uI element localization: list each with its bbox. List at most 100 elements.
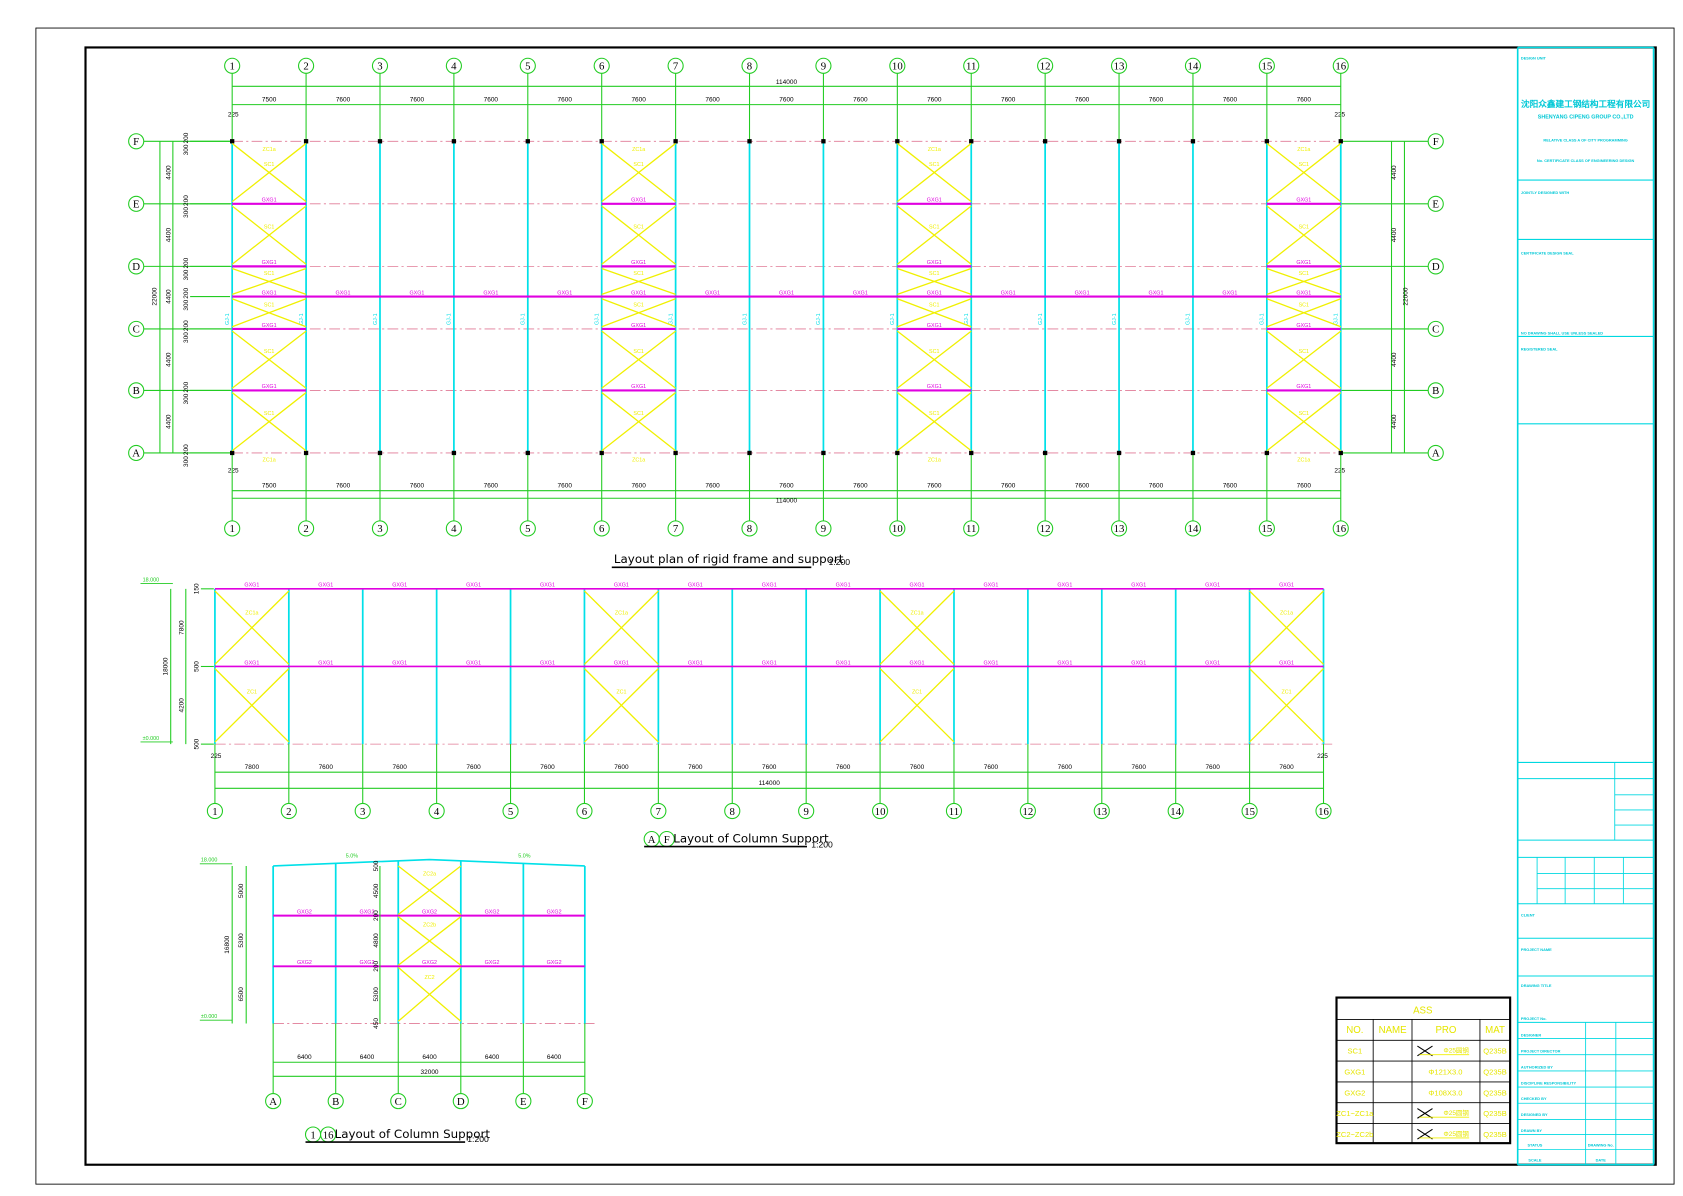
tie-label: GXG1 <box>483 290 498 296</box>
bay-dim: 7600 <box>410 96 425 103</box>
axis-label: 3 <box>377 523 382 535</box>
axis-label: A <box>269 1096 277 1108</box>
bay-dim: 7600 <box>762 764 777 771</box>
bay-dim: 7600 <box>779 482 794 489</box>
brace-line <box>896 142 972 203</box>
small-dim: 300 <box>183 332 190 343</box>
axis-bubble <box>519 57 536 74</box>
bay-dim: 6400 <box>485 1054 500 1061</box>
column-base <box>821 139 826 144</box>
axis-label: 6 <box>582 806 588 818</box>
brace-line <box>896 330 972 389</box>
axis-label: 10 <box>875 806 886 818</box>
bay-dim: 7600 <box>984 764 999 771</box>
small-dim: 200 <box>183 444 190 455</box>
table-header: MAT <box>1485 1025 1505 1036</box>
brace-label: SC1 <box>929 271 939 277</box>
axis-label: 15 <box>1261 61 1272 73</box>
table-header: NO. <box>1346 1025 1363 1036</box>
column-base <box>1264 450 1270 456</box>
plan-layout: 114000 114000 7500 7500 7600 7600 7600 7600 7600… <box>128 57 1444 537</box>
column-base <box>525 450 530 456</box>
brace-line <box>231 142 307 203</box>
axis-bubble <box>128 195 145 212</box>
tie-label: GXG1 <box>1296 198 1311 204</box>
bay-dim: 7600 <box>853 482 868 489</box>
small-dim: 500 <box>194 738 201 749</box>
tie-label: GXG1 <box>631 198 646 204</box>
axis-bubble <box>390 1093 407 1110</box>
brace-label: SC1 <box>1299 271 1309 277</box>
frame-label: GJ-1 <box>373 313 379 325</box>
frame-label: GJ-1 <box>1112 313 1118 325</box>
tie-label: GXG1 <box>336 290 351 296</box>
frame-label: GJ-1 <box>964 313 970 325</box>
height-dim: 7800 <box>179 620 186 635</box>
axis-bubble <box>1093 802 1110 820</box>
tie-label: GXG2 <box>485 960 500 966</box>
frame-label: GJ-1 <box>742 313 748 325</box>
registered-seal-label: REGISTERED SEAL <box>1521 346 1558 351</box>
tie-label: GXG2 <box>360 909 375 915</box>
axis-bubble <box>1427 258 1444 275</box>
bay-dim: 7600 <box>1297 482 1312 489</box>
axis-bubble <box>593 520 610 537</box>
brace-line <box>897 267 972 296</box>
company-name-cn: 沈阳众鑫建工钢结构工程有限公司 <box>1521 98 1650 109</box>
axis-bubble <box>889 57 906 74</box>
small-dim: 300 <box>183 144 190 155</box>
brace-label: ZC2b <box>423 922 436 928</box>
client-label: CLIENT <box>1521 913 1536 918</box>
small-dim: 200 <box>183 381 190 392</box>
bay-dim: 7600 <box>319 764 334 771</box>
slope-label: 5.0% <box>346 853 358 859</box>
certificate-line: No. CERTIFICATE CLASS OF ENGINEERING DES… <box>1537 158 1635 163</box>
axis-bubble <box>650 802 667 820</box>
tie-label: GXG1 <box>688 583 703 589</box>
axis-label: 14 <box>1188 523 1199 535</box>
frame-label: GJ-1 <box>447 313 453 325</box>
tie-label: GXG1 <box>614 583 629 589</box>
tie-label: GXG2 <box>485 909 500 915</box>
certificate-line: RELATIVE CLASS A OF CITY PROGRAMMING <box>1543 137 1627 142</box>
height-dim: 5300 <box>238 933 245 948</box>
axis-label: A <box>132 448 140 460</box>
brace-label: SC1 <box>1299 411 1309 417</box>
brace-line <box>231 205 307 265</box>
tie-label: GXG1 <box>927 260 942 266</box>
axis-label: 8 <box>747 61 752 73</box>
bay-dim: 7600 <box>484 96 499 103</box>
frame-label: GJ-1 <box>521 313 527 325</box>
cross-symbol-icon <box>1417 1128 1433 1140</box>
tie-label: GXG1 <box>466 660 481 666</box>
column-base <box>1042 450 1048 456</box>
plan-scale: 1:200 <box>829 557 851 567</box>
column-base <box>673 139 678 144</box>
tie-label: GXG1 <box>983 583 998 589</box>
brace-label: SC1 <box>1299 162 1309 168</box>
tie-label: GXG2 <box>360 960 375 966</box>
axis-label: 2 <box>303 61 308 73</box>
scale-label: SCALE <box>1528 1157 1542 1162</box>
axis-bubble <box>1427 382 1444 399</box>
column-base <box>377 139 383 144</box>
brace-label: ZC1 <box>1281 689 1291 695</box>
company-name-en: SHENYANG CIPENG GROUP CO.,LTD <box>1538 115 1634 121</box>
tie-label: GXG1 <box>262 260 277 266</box>
small-dim: 300 <box>183 207 190 218</box>
elevation-top: 18.000 <box>143 577 159 583</box>
brace-line <box>1266 330 1342 389</box>
axis-label: B <box>332 1096 339 1108</box>
axis-bubble <box>1427 320 1444 338</box>
brace-label: ZC1a <box>1280 611 1293 617</box>
long-title: Layout of Column Support <box>673 831 829 845</box>
bay-dim: 7600 <box>705 482 720 489</box>
axis-label: 1 <box>310 1129 315 1141</box>
axis-label: 15 <box>1261 523 1272 535</box>
frame-label: GJ-1 <box>668 313 674 325</box>
bay-dim: 7600 <box>705 96 720 103</box>
tie-label: GXG2 <box>297 960 312 966</box>
bay-dim: 7600 <box>540 764 555 771</box>
tie-label: GXG1 <box>762 660 777 666</box>
axis-label: 11 <box>966 523 976 535</box>
